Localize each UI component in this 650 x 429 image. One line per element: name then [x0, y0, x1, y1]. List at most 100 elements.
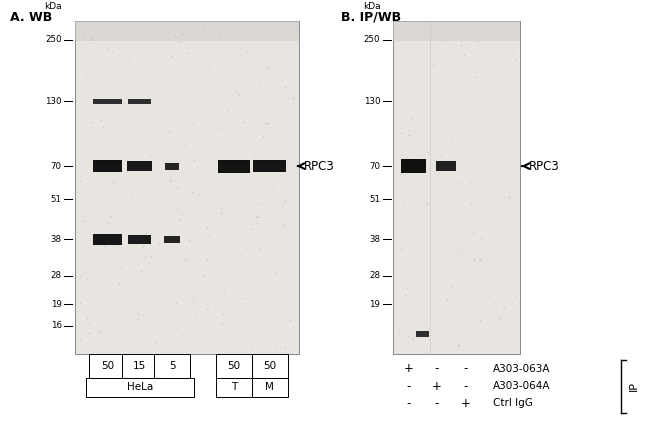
Point	[102, 297, 112, 304]
Point	[145, 63, 155, 70]
Point	[216, 346, 226, 353]
Point	[266, 267, 276, 274]
Text: -: -	[463, 363, 467, 375]
Point	[506, 341, 517, 347]
Bar	[128, 235, 151, 244]
Point	[205, 42, 216, 49]
Point	[459, 51, 469, 58]
Point	[496, 225, 506, 232]
Point	[283, 325, 294, 332]
Text: 19: 19	[369, 299, 380, 308]
Point	[176, 70, 187, 77]
Point	[246, 217, 256, 224]
Text: RPC3: RPC3	[528, 160, 559, 172]
Point	[465, 179, 475, 186]
Point	[109, 198, 119, 205]
Bar	[93, 160, 122, 172]
Point	[268, 88, 278, 95]
Point	[430, 163, 440, 169]
Text: +: +	[432, 380, 442, 393]
Point	[448, 100, 458, 107]
Point	[171, 324, 181, 331]
Point	[151, 266, 161, 273]
Point	[393, 326, 403, 333]
Point	[119, 100, 129, 107]
Point	[148, 165, 158, 172]
Bar	[165, 163, 179, 164]
Point	[457, 116, 467, 123]
Point	[187, 189, 198, 196]
Point	[407, 307, 417, 314]
Point	[259, 119, 270, 126]
Bar	[254, 160, 286, 162]
Point	[454, 342, 464, 349]
Point	[403, 127, 413, 134]
Bar	[393, 21, 520, 354]
Point	[202, 224, 213, 230]
Point	[399, 283, 410, 290]
Text: 5: 5	[169, 361, 176, 371]
Point	[114, 273, 125, 280]
Point	[216, 319, 227, 326]
Point	[229, 44, 240, 51]
Point	[410, 199, 420, 206]
Point	[283, 188, 293, 195]
Point	[447, 283, 458, 290]
Point	[407, 115, 417, 122]
Point	[75, 273, 85, 280]
Point	[81, 142, 92, 148]
Bar	[89, 354, 125, 378]
Point	[504, 193, 515, 200]
Point	[179, 256, 190, 263]
Point	[467, 28, 478, 35]
Point	[109, 92, 120, 99]
Point	[472, 306, 482, 313]
Point	[170, 150, 181, 157]
Point	[240, 48, 251, 54]
Point	[280, 197, 290, 204]
Point	[119, 271, 129, 278]
Point	[442, 98, 452, 105]
Point	[224, 191, 235, 198]
Point	[246, 316, 257, 323]
Point	[142, 236, 152, 242]
Point	[256, 136, 266, 143]
Point	[170, 297, 180, 304]
Point	[509, 121, 519, 127]
Point	[228, 259, 239, 266]
Point	[164, 178, 175, 185]
Point	[510, 49, 521, 56]
Point	[505, 208, 515, 215]
Point	[105, 116, 116, 123]
Point	[74, 178, 85, 184]
Point	[242, 211, 252, 218]
Text: -: -	[406, 380, 410, 393]
Point	[491, 301, 501, 308]
Point	[456, 21, 466, 28]
Text: -: -	[435, 363, 439, 375]
Point	[135, 237, 145, 244]
Bar	[252, 354, 288, 378]
Point	[202, 306, 212, 313]
Point	[150, 338, 161, 345]
Point	[109, 195, 120, 202]
Point	[179, 287, 189, 294]
Point	[218, 310, 228, 317]
Point	[153, 236, 163, 243]
Point	[96, 197, 106, 204]
Point	[142, 274, 152, 281]
Bar	[165, 163, 179, 169]
Point	[126, 141, 136, 148]
Point	[210, 305, 220, 312]
Point	[484, 275, 495, 282]
Point	[473, 39, 483, 45]
Point	[155, 227, 166, 234]
Point	[425, 166, 436, 173]
Point	[250, 235, 260, 242]
Point	[112, 205, 122, 212]
Point	[189, 157, 200, 164]
Point	[492, 95, 502, 102]
Point	[506, 28, 516, 35]
Point	[195, 344, 205, 350]
Point	[222, 108, 232, 115]
